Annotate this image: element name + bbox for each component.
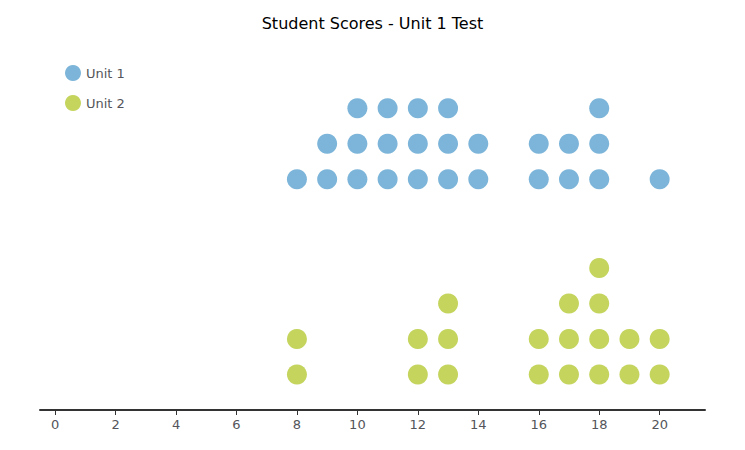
svg-text:20: 20: [651, 417, 668, 432]
svg-text:12: 12: [410, 417, 427, 432]
svg-text:14: 14: [470, 417, 487, 432]
svg-text:8: 8: [293, 417, 301, 432]
svg-text:6: 6: [232, 417, 240, 432]
svg-text:0: 0: [51, 417, 59, 432]
svg-text:Unit 2: Unit 2: [86, 96, 125, 111]
svg-text:Student Scores - Unit 1 Test: Student Scores - Unit 1 Test: [262, 14, 484, 33]
svg-text:16: 16: [530, 417, 547, 432]
svg-text:Unit 1: Unit 1: [86, 66, 125, 81]
svg-text:18: 18: [591, 417, 608, 432]
svg-text:10: 10: [349, 417, 366, 432]
svg-text:4: 4: [172, 417, 180, 432]
svg-text:2: 2: [111, 417, 119, 432]
